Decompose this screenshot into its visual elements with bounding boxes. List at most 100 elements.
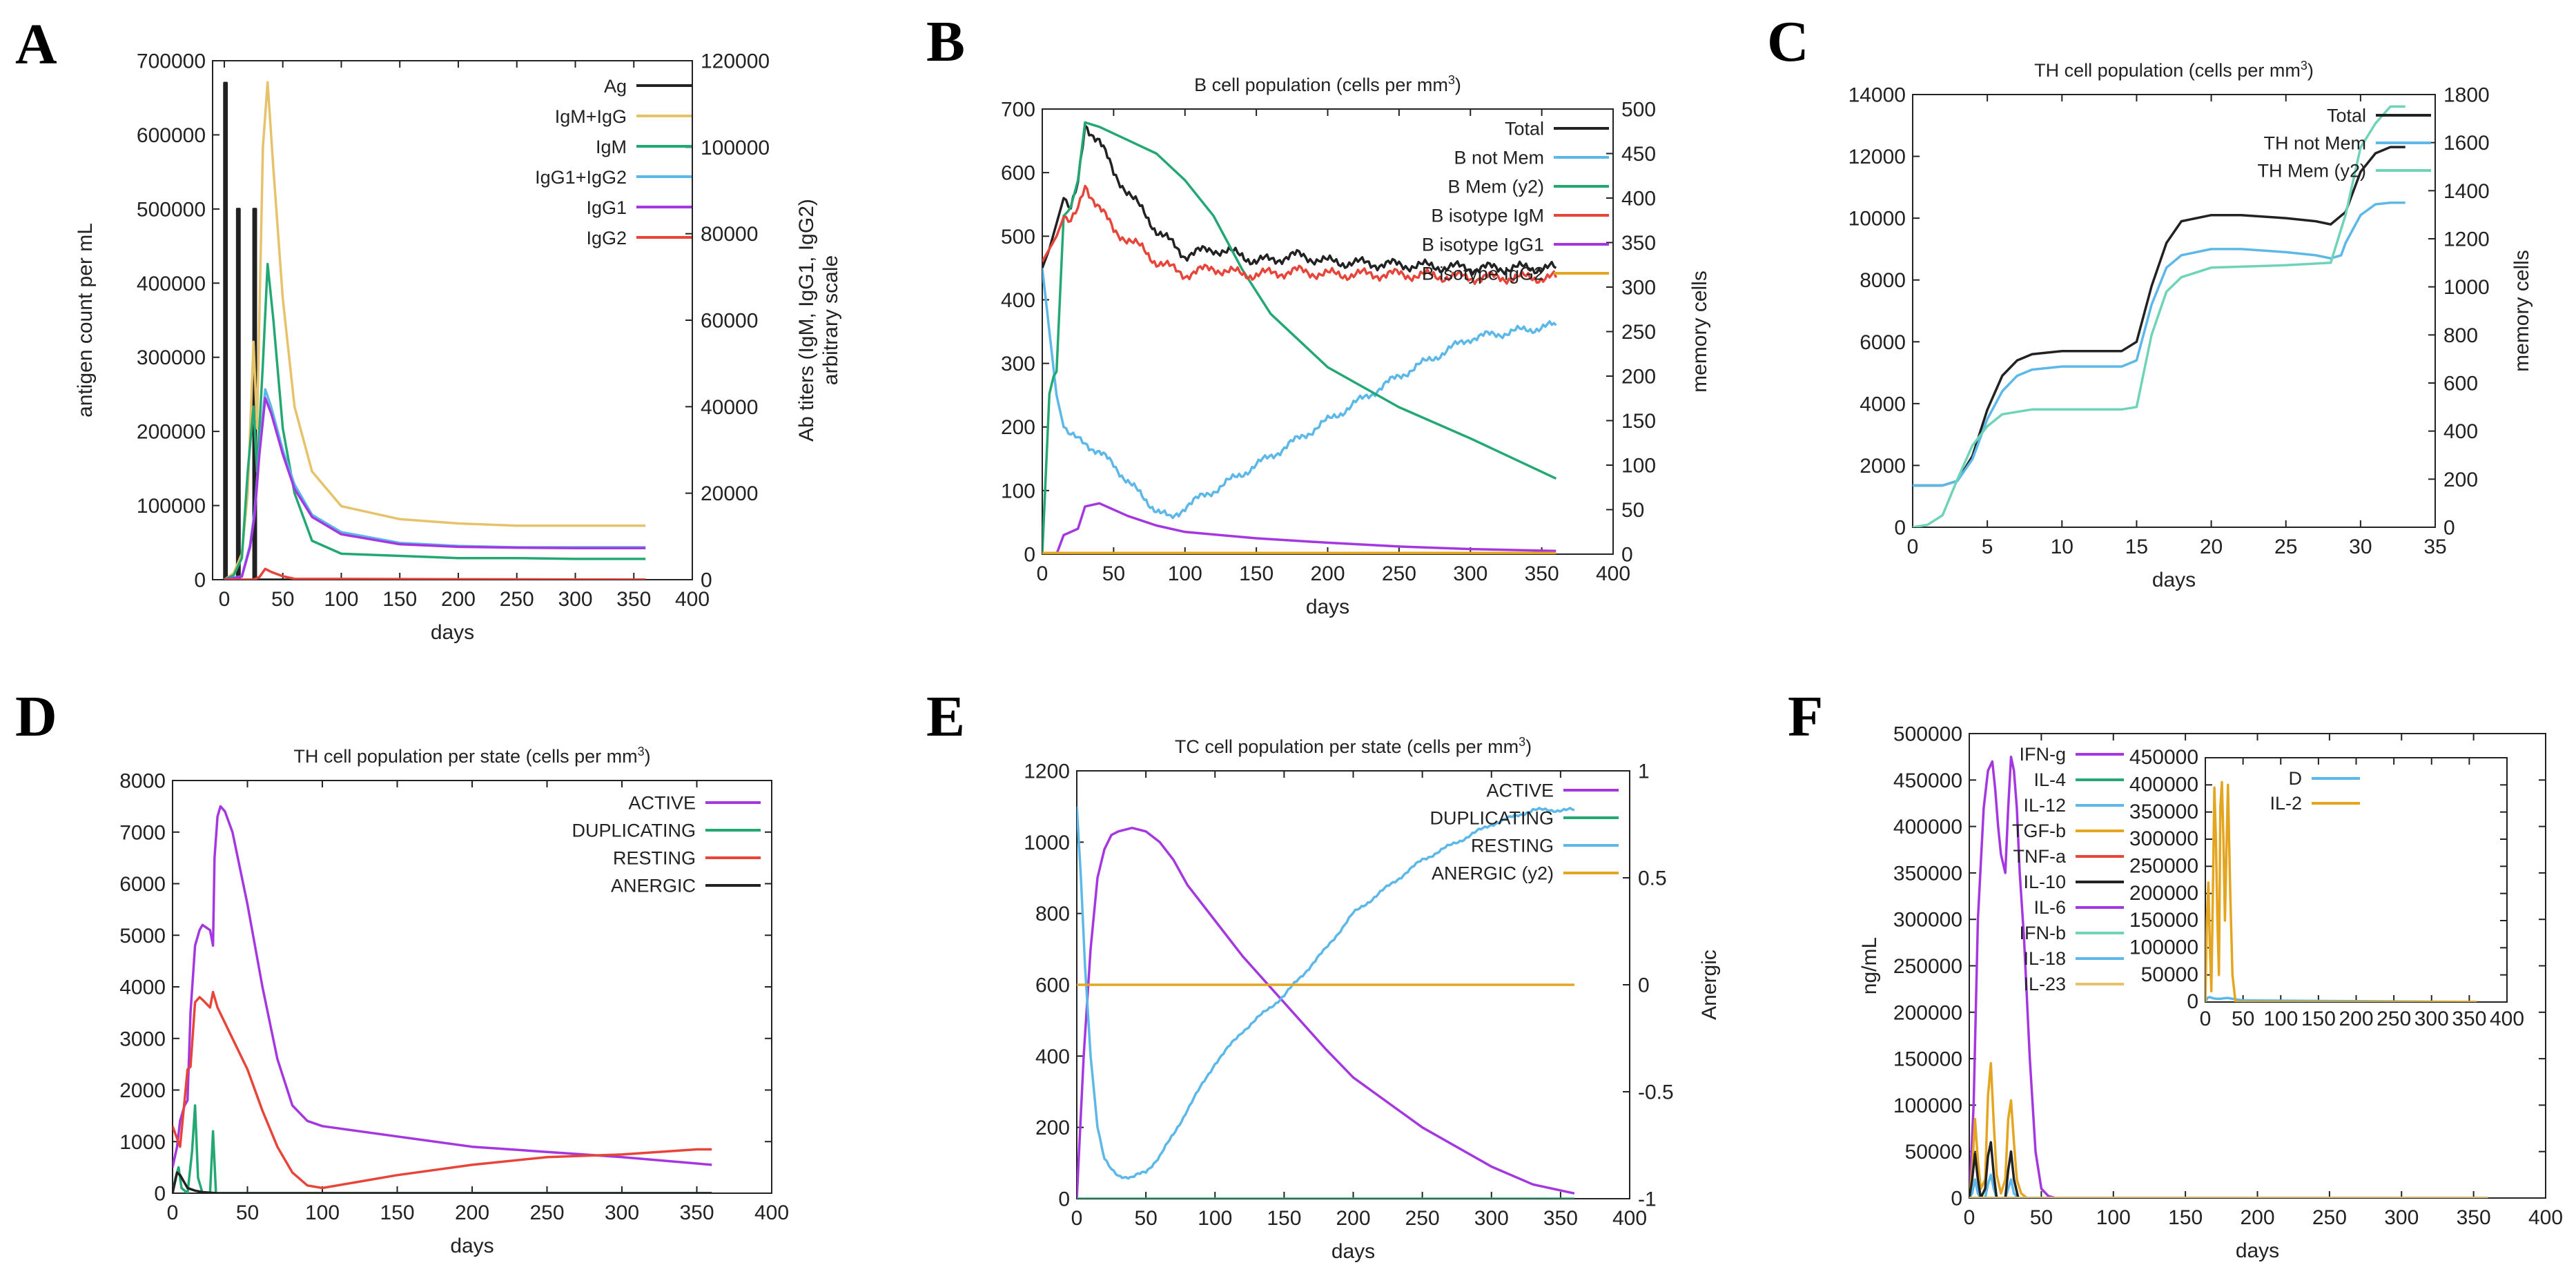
y2-tick-label: 1000 [2443, 276, 2490, 299]
x-tick-label: 150 [2168, 1206, 2203, 1229]
y2-tick-label: 20000 [701, 482, 758, 505]
x-tick-label: 100 [1198, 1207, 1232, 1230]
series-group [173, 805, 712, 1193]
y-tick-label: 1200 [1024, 760, 1070, 783]
series-line-igg1 [224, 397, 646, 580]
x-tick-label: 50 [236, 1201, 259, 1224]
panel-letter: A [15, 12, 57, 77]
x-tick-label: 250 [500, 588, 534, 611]
y2-axis-label-2: arbitrary scale [819, 255, 842, 385]
x-tick-label: 25 [2274, 536, 2297, 558]
x-tick-label: 250 [1382, 562, 1416, 585]
series-group [1042, 121, 1557, 554]
panel-letter: E [926, 685, 965, 749]
legend-label: IgG1 [586, 197, 627, 218]
series-line-ifn-g [1969, 755, 2488, 1198]
y2-tick-label: 400 [2443, 420, 2478, 443]
series-line-b-not-mem [1042, 268, 1557, 520]
inset-series-group [2205, 781, 2477, 1002]
y-tick-label: 300000 [1893, 909, 1962, 932]
y-tick-label: 250000 [1893, 955, 1962, 978]
y-tick-label: 0 [154, 1183, 166, 1206]
y-tick-label: 3000 [119, 1028, 166, 1050]
x-tick-label: 200 [1336, 1207, 1370, 1230]
y2-tick-label: 100 [1621, 455, 1656, 478]
x-tick-label: 30 [2349, 536, 2372, 558]
chart-panel-c: C TH cell population (cells per mm3) 0 5 10 1… [1767, 10, 2533, 591]
y-tick-label: 400000 [1893, 816, 1962, 838]
y-tick-label: 450000 [2129, 746, 2198, 769]
y2-tick-label: 1 [1638, 760, 1650, 783]
legend-label: IL-4 [2033, 769, 2066, 790]
x-tick-label: 150 [1267, 1207, 1301, 1230]
chart-title: TH cell population per state (cells per … [293, 745, 650, 767]
y-tick-label: 100000 [2129, 936, 2198, 959]
y-tick-label: 200 [1035, 1117, 1070, 1139]
legend-label: ACTIVE [628, 792, 696, 813]
y-tick-label: 450000 [1893, 769, 1962, 792]
x-tick-label: 400 [675, 588, 710, 611]
series-line-th-mem-y2- [1913, 105, 2406, 527]
y-tick-label: 6000 [1860, 331, 1906, 354]
legend-label: IL-12 [2023, 795, 2066, 816]
x-tick-label: 350 [1543, 1207, 1578, 1230]
y2-tick-label: 350 [1621, 232, 1656, 255]
panel-letter: C [1767, 10, 1809, 74]
chart-title: TC cell population per state (cells per … [1175, 735, 1532, 757]
x-tick-label: 10 [2051, 536, 2074, 558]
y-tick-label: 8000 [119, 770, 166, 793]
x-tick-label: 50 [1134, 1207, 1157, 1230]
y-tick-label: 0 [2187, 990, 2198, 1013]
y-tick-label: 12000 [1848, 146, 1906, 168]
legend-label: IL-23 [2023, 974, 2066, 994]
y-tick-label: 100 [1001, 480, 1035, 502]
legend-label: Total [1505, 118, 1544, 139]
y-tick-label: 100000 [1893, 1095, 1962, 1117]
legend-label: IFN-g [2020, 744, 2067, 765]
x-tick-label: 0 [1071, 1207, 1083, 1230]
y2-axis-label: Anergic [1698, 950, 1721, 1020]
series-line-th-not-mem [1913, 202, 2406, 487]
chart-panel-b: B B cell population (cells per mm3) 0 50 100… [926, 10, 1711, 618]
chart-title: TH cell population (cells per mm3) [2034, 59, 2314, 81]
y2-tick-label: 800 [2443, 324, 2478, 347]
y-tick-label: 600 [1001, 162, 1035, 185]
chart-panel-f: F0 50 100 150 200 250 300 350 400050000100000150… [1788, 685, 2563, 1262]
y2-tick-label: 400 [1621, 188, 1656, 210]
y-tick-label: 200000 [2129, 882, 2198, 905]
y-tick-label: 2000 [119, 1079, 166, 1102]
y-tick-label: 500 [1001, 226, 1035, 248]
series-line-igm-igg [224, 81, 646, 580]
y-tick-label: 7000 [119, 821, 166, 844]
y2-axis-label: memory cells [1688, 271, 1711, 393]
legend-label: B isotype IgM [1431, 205, 1544, 226]
y-tick-label: 200000 [1893, 1001, 1962, 1024]
legend-label: TH Mem (y2) [2258, 160, 2367, 181]
x-tick-label: 0 [219, 588, 231, 611]
y2-tick-label: 40000 [701, 396, 758, 419]
x-tick-label: 400 [1596, 562, 1630, 585]
x-tick-label: 35 [2423, 536, 2446, 558]
y2-tick-label: 60000 [701, 310, 758, 333]
x-tick-label: 250 [2312, 1206, 2347, 1229]
chart-title: B cell population (cells per mm3) [1194, 73, 1461, 95]
y-tick-label: 300000 [137, 346, 206, 369]
y2-tick-label: 150 [1621, 410, 1656, 433]
y-tick-label: 600 [1035, 974, 1070, 997]
series-line-il-10 [1969, 1141, 2488, 1198]
x-tick-label: 200 [1310, 562, 1345, 585]
legend-label: IgM [596, 137, 627, 157]
x-tick-label: 300 [558, 588, 592, 611]
legend-label: ACTIVE [1486, 780, 1554, 801]
x-axis-label: days [1306, 596, 1349, 618]
y-tick-label: 50000 [1905, 1141, 1962, 1164]
x-axis-label: days [1331, 1240, 1375, 1263]
y-tick-label: 200 [1001, 416, 1035, 439]
series-line-b-isotype-igm [1042, 184, 1557, 286]
series-line-tgf-b [1969, 1062, 2488, 1198]
x-tick-label: 150 [382, 588, 417, 611]
inset-background [2205, 758, 2507, 1002]
y-axis-label: ng/mL [1858, 937, 1881, 994]
y2-tick-label: 1800 [2443, 84, 2490, 107]
y-tick-label: 2000 [1860, 455, 1906, 478]
